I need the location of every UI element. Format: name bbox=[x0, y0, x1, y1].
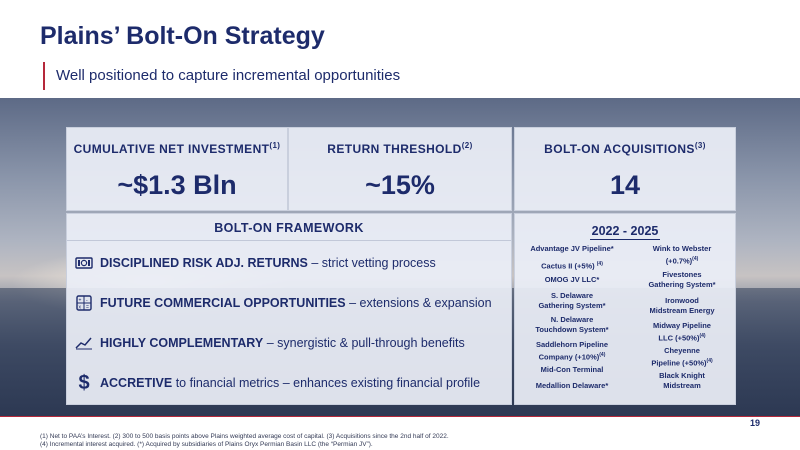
metric-panel-investment: CUMULATIVE NET INVESTMENT(1) ~$1.3 Bln bbox=[66, 127, 288, 211]
svg-text:x: x bbox=[79, 305, 82, 311]
acquisition-item: Fivestones Gathering System* bbox=[648, 270, 716, 289]
acquisition-item: Mid-Con Terminal bbox=[540, 365, 604, 374]
calculator-icon: + - x = bbox=[75, 294, 93, 312]
metric-panel-acquisitions: BOLT-ON ACQUISITIONS(3) 14 bbox=[514, 127, 736, 211]
acquisition-item: OMOG JV LLC* bbox=[544, 275, 600, 284]
page-subtitle: Well positioned to capture incremental o… bbox=[56, 67, 401, 84]
acquisition-item: Black Knight Midstream bbox=[659, 371, 705, 390]
acquisition-item: Wink to Webster (+0.7%)(4) bbox=[652, 244, 712, 266]
framework-item: DISCIPLINED RISK ADJ. RETURNS – strict v… bbox=[75, 248, 436, 278]
footnote: (4) Incremental interest acquired. (*) A… bbox=[40, 441, 373, 448]
framework-item: $ ACCRETIVE to financial metrics – enhan… bbox=[75, 368, 480, 398]
page-title: Plains’ Bolt-On Strategy bbox=[40, 22, 325, 50]
acquisition-item: S. Delaware Gathering System* bbox=[538, 291, 606, 310]
acquisition-item: Midway Pipeline LLC (+50%)(4) bbox=[653, 321, 711, 343]
metric-label: CUMULATIVE NET INVESTMENT(1) bbox=[73, 141, 281, 156]
svg-text:=: = bbox=[86, 305, 89, 311]
framework-item: + - x = FUTURE COMMERCIAL OPPORTUNITIES – e… bbox=[75, 288, 492, 318]
money-icon bbox=[75, 254, 93, 272]
acquisition-item: Advantage JV Pipeline* bbox=[530, 244, 614, 253]
metric-value: ~$1.3 Bln bbox=[117, 170, 237, 200]
metric-value: ~15% bbox=[365, 170, 435, 200]
page-number: 19 bbox=[749, 418, 760, 428]
dollar-icon: $ bbox=[78, 371, 90, 394]
acquisition-item: N. Delaware Touchdown System* bbox=[535, 315, 609, 334]
acquisition-item: Medallion Delaware* bbox=[535, 381, 609, 390]
framework-item: HIGHLY COMPLEMENTARY – synergistic & pul… bbox=[75, 328, 465, 358]
acquisitions-list-panel: 2022 - 2025 Advantage JV Pipeline* Cactu… bbox=[514, 213, 736, 405]
trend-chart-icon bbox=[75, 334, 93, 352]
footnote: (1) Net to PAA’s Interest. (2) 300 to 50… bbox=[40, 433, 449, 440]
metric-value: 14 bbox=[609, 170, 641, 200]
period-label: 2022 - 2025 bbox=[589, 224, 661, 240]
metric-panel-return: RETURN THRESHOLD(2) ~15% bbox=[288, 127, 512, 211]
acquisition-item: Cactus II (+5%) (4) bbox=[541, 261, 603, 271]
framework-panel: BOLT-ON FRAMEWORK DISCIPLINED RISK ADJ. … bbox=[66, 213, 512, 405]
svg-text:+: + bbox=[79, 298, 82, 304]
metric-label: RETURN THRESHOLD(2) bbox=[327, 141, 473, 156]
metric-label: BOLT-ON ACQUISITIONS(3) bbox=[544, 141, 706, 156]
framework-title: BOLT-ON FRAMEWORK bbox=[214, 221, 364, 235]
svg-text:-: - bbox=[86, 298, 88, 304]
acquisition-item: Ironwood Midstream Energy bbox=[649, 296, 715, 315]
acquisition-item: Saddlehorn Pipeline Company (+10%)(4) bbox=[535, 340, 609, 362]
subtitle-accent-bar bbox=[43, 62, 45, 90]
footer-divider bbox=[0, 416, 800, 417]
acquisition-item: Cheyenne Pipeline (+50%)(4) bbox=[651, 346, 713, 368]
